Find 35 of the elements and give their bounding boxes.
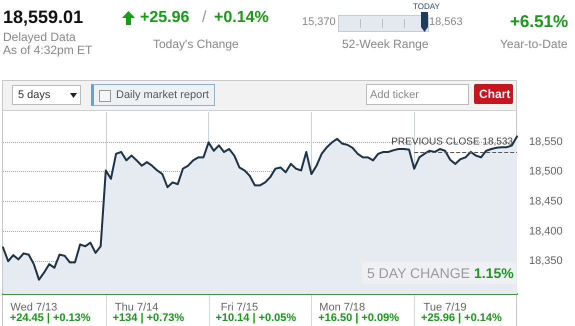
x-tick-label: Wed 7/13 xyxy=(10,302,58,314)
y-tick-label: 18,350 xyxy=(529,255,563,268)
y-tick-label: 18,400 xyxy=(529,225,563,238)
ref-line-label: PREVIOUS CLOSE 18,533 xyxy=(391,136,514,148)
y-tick-label: 18,450 xyxy=(529,196,563,208)
text-field: Add ticker xyxy=(366,84,469,105)
annotation: 5 DAY CHANGE xyxy=(367,265,470,281)
text: +0.14% xyxy=(214,9,269,26)
text: +134 | +0.73% xyxy=(112,312,184,324)
text: / xyxy=(202,9,206,26)
text: +25.96 xyxy=(140,9,190,26)
annotation: 1.15% xyxy=(474,265,514,281)
text: +25.96 | +0.14% xyxy=(421,312,502,324)
text: TODAY xyxy=(413,2,440,11)
text: +6.51% xyxy=(510,12,568,31)
button: Chart xyxy=(474,84,513,104)
text: +10.14 | +0.05% xyxy=(215,312,296,324)
text: 18,563 xyxy=(429,16,463,28)
text: 18,559.01 xyxy=(3,7,84,27)
text: +24.45 | +0.13% xyxy=(10,312,91,324)
text: +16.50 | +0.09% xyxy=(318,312,399,324)
text: As of 4:32pm ET xyxy=(3,43,92,57)
x-tick-label: Tue 7/19 xyxy=(424,302,467,314)
text: 15,370 xyxy=(302,16,336,28)
x-tick-label: Fri 7/15 xyxy=(220,302,258,314)
x-tick-label: Mon 7/18 xyxy=(319,302,366,314)
y-tick-label: 18,500 xyxy=(529,166,563,178)
text: Delayed Data xyxy=(3,30,76,44)
checkbox-toggle: Daily market report xyxy=(91,84,215,106)
dropdown: 5 days xyxy=(12,85,81,105)
x-tick-label: Thu 7/14 xyxy=(114,302,158,314)
text: Today's Change xyxy=(153,37,239,51)
y-tick-label: 18,550 xyxy=(529,136,563,148)
text: Year-to-Date xyxy=(500,37,568,51)
text: 52-Week Range xyxy=(342,37,428,51)
